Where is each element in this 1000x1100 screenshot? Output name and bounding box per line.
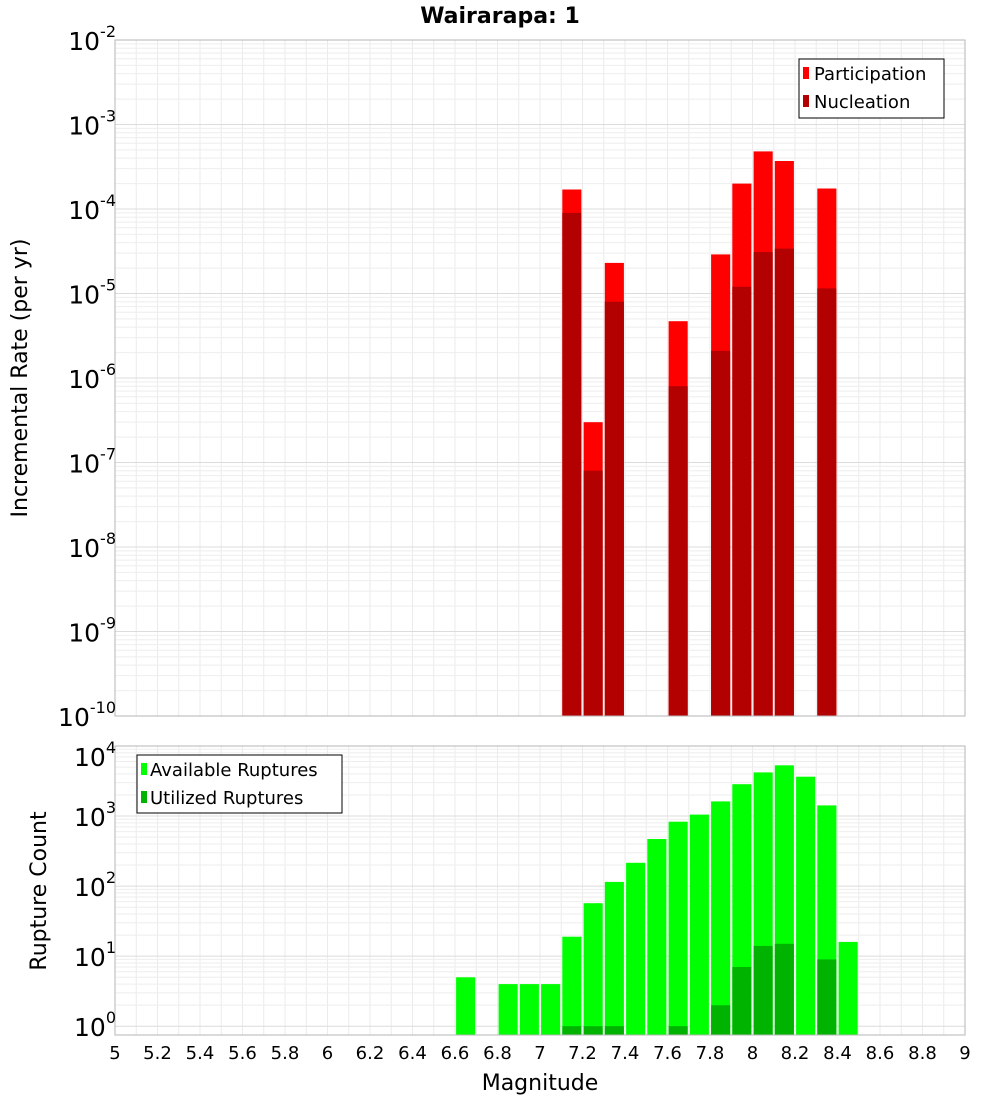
x-tick-label: 8.4	[823, 1043, 852, 1064]
rate-bar-nucleation	[774, 248, 794, 716]
rate-legend: Participation Nucleation	[798, 58, 945, 119]
x-tick-label: 6.4	[398, 1043, 427, 1064]
rate-plot-frame	[114, 39, 966, 717]
count-panel: 104 103 102 101 100 5 5.2 5.4 5.6 5.8 6 6.2 6.4 6.6 6…	[27, 738, 971, 1096]
count-legend-box	[136, 754, 343, 814]
count-bar-available-ruptures	[498, 984, 518, 1035]
count-bar-available-ruptures	[456, 977, 476, 1035]
nucleation-legend-label: Nucleation	[814, 92, 910, 113]
count-bar-available-ruptures	[796, 776, 816, 1035]
rate-y-tick-label: 10-3	[68, 107, 116, 141]
count-bar-available-ruptures	[519, 984, 539, 1035]
x-axis-label: Magnitude	[482, 1071, 599, 1096]
count-bar-utilized-ruptures	[562, 1026, 582, 1035]
count-bar-utilized-ruptures	[604, 1026, 624, 1035]
rate-bar-nucleation	[711, 350, 731, 716]
available-legend-swatch	[141, 763, 147, 775]
rate-bar-nucleation	[817, 288, 837, 716]
participation-legend-label: Participation	[814, 64, 926, 85]
x-tick-label: 5.8	[271, 1043, 300, 1064]
nucleation-legend-swatch	[803, 95, 809, 107]
count-bar-utilized-ruptures	[817, 959, 837, 1035]
count-legend: Available Ruptures Utilized Ruptures	[136, 754, 343, 814]
x-tick-label: 7.4	[611, 1043, 640, 1064]
count-y-axis-label: Rupture Count	[27, 811, 52, 971]
rate-y-axis-label: Incremental Rate (per yr)	[8, 239, 33, 518]
count-bar-utilized-ruptures	[732, 967, 752, 1035]
count-y-ticks: 104 103 102 101 100	[74, 738, 116, 1042]
count-bar-utilized-ruptures	[668, 1026, 688, 1035]
rate-y-tick-label: 10-9	[68, 614, 116, 648]
x-tick-label: 5.4	[186, 1043, 215, 1064]
rate-y-tick-label: 10-2	[68, 22, 116, 56]
available-legend-label: Available Ruptures	[150, 760, 318, 781]
count-bar-available-ruptures	[711, 801, 731, 1035]
x-tick-label: 8	[747, 1043, 758, 1064]
participation-legend-swatch	[803, 67, 809, 79]
rate-bar-nucleation	[753, 252, 773, 716]
rate-bars	[562, 151, 837, 717]
rate-y-tick-label: 10-6	[68, 360, 116, 394]
rate-bar-nucleation	[562, 212, 582, 716]
rate-bar-nucleation	[583, 470, 603, 716]
count-bar-available-ruptures	[838, 941, 858, 1035]
x-tick-label: 6	[322, 1043, 333, 1064]
rate-gridlines	[114, 40, 966, 717]
count-bar-utilized-ruptures	[753, 945, 773, 1035]
x-tick-label: 6.8	[483, 1043, 512, 1064]
x-tick-label: 6.6	[441, 1043, 470, 1064]
count-bar-available-ruptures	[647, 839, 667, 1035]
x-tick-label: 7.2	[568, 1043, 597, 1064]
x-tick-label: 8.6	[866, 1043, 895, 1064]
count-bars	[456, 765, 858, 1035]
rate-bar-nucleation	[604, 301, 624, 716]
x-tick-label: 5	[109, 1043, 120, 1064]
rate-legend-box	[798, 58, 945, 119]
rate-bar-nucleation	[668, 386, 688, 716]
count-plot-frame	[114, 745, 966, 1036]
x-tick-label: 9	[959, 1043, 970, 1064]
rate-y-tick-label: 10-4	[68, 191, 116, 225]
count-y-tick-label: 101	[74, 938, 116, 972]
rate-bar-nucleation	[732, 286, 752, 716]
count-bar-available-ruptures	[668, 821, 688, 1035]
x-tick-label: 7.8	[696, 1043, 725, 1064]
count-y-tick-label: 104	[74, 738, 116, 772]
count-y-tick-label: 102	[74, 868, 116, 902]
x-tick-label: 5.6	[228, 1043, 257, 1064]
count-bar-available-ruptures	[562, 936, 582, 1035]
count-bar-available-ruptures	[689, 814, 709, 1035]
x-ticks: 5 5.2 5.4 5.6 5.8 6 6.2 6.4 6.6 6.8 7 7.2 7.4 7.6 7.8 8…	[109, 1043, 970, 1064]
count-bar-available-ruptures	[604, 881, 624, 1035]
count-bar-available-ruptures	[583, 903, 603, 1035]
x-tick-label: 6.2	[356, 1043, 385, 1064]
x-tick-label: 7	[534, 1043, 545, 1064]
count-bar-utilized-ruptures	[711, 1005, 731, 1035]
rate-y-tick-label: 10-8	[68, 529, 116, 563]
count-bar-available-ruptures	[626, 862, 646, 1035]
utilized-legend-swatch	[141, 791, 147, 803]
rate-y-tick-label: 10-10	[58, 698, 116, 732]
x-tick-label: 7.6	[653, 1043, 682, 1064]
chart-title: Wairarapa: 1	[420, 4, 580, 29]
utilized-legend-label: Utilized Ruptures	[150, 788, 303, 809]
count-bar-utilized-ruptures	[583, 1026, 603, 1035]
x-tick-label: 8.2	[781, 1043, 810, 1064]
count-bar-utilized-ruptures	[774, 943, 794, 1035]
rate-panel: 10-2 10-3 10-4 10-5 10-6 10-7 10-8 10-9 10-10 In…	[8, 22, 966, 732]
rate-y-ticks: 10-2 10-3 10-4 10-5 10-6 10-7 10-8 10-9 10-10	[58, 22, 116, 732]
count-y-tick-label: 103	[74, 798, 116, 832]
rate-y-tick-label: 10-7	[68, 445, 116, 479]
count-y-tick-label: 100	[74, 1008, 116, 1042]
x-tick-label: 5.2	[143, 1043, 172, 1064]
count-bar-available-ruptures	[541, 984, 561, 1035]
x-tick-label: 8.8	[908, 1043, 937, 1064]
rate-y-tick-label: 10-5	[68, 276, 116, 310]
